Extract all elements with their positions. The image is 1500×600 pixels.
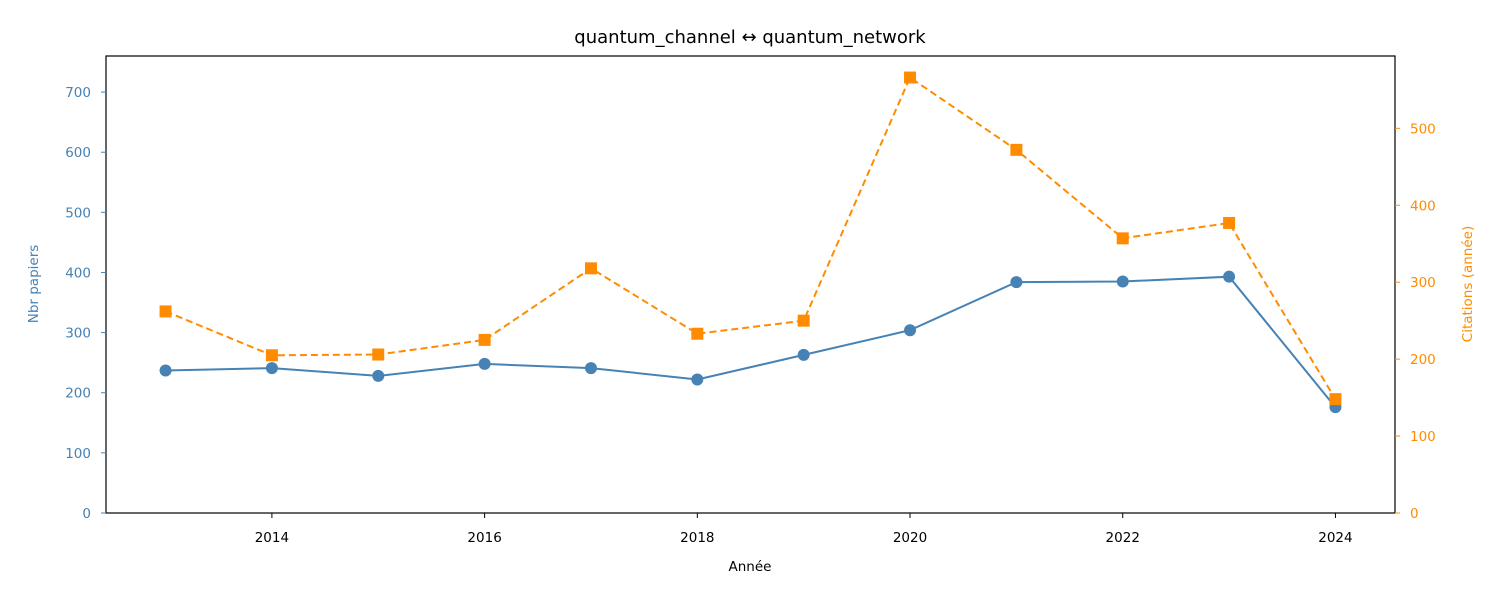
series-2-point [584,262,597,275]
series-1-point [372,369,385,382]
left-y-tick-label: 600 [65,145,91,161]
series-1-point [904,324,917,337]
series-2-point [904,71,917,84]
right-y-tick-label: 0 [1410,506,1419,522]
left-y-tick-label: 300 [65,326,91,342]
right-y-tick-label: 500 [1410,121,1436,137]
x-tick-label: 2024 [1318,530,1352,546]
right-y-tick-label: 100 [1410,429,1436,445]
series-2-point [1329,393,1342,406]
series-1-point [159,364,172,377]
series-2-point [159,305,172,318]
series-1-point [584,362,597,375]
series-2-point [797,314,810,327]
right-y-axis-label: Citations (année) [1460,226,1476,342]
series-2-point [372,348,385,361]
series-2-point [1010,143,1023,156]
left-y-tick-label: 200 [65,386,91,402]
series-1-point [797,348,810,361]
x-axis-label: Année [729,559,772,575]
series-1-point [265,362,278,375]
series-1-point [691,373,704,386]
x-tick-label: 2014 [255,530,289,546]
left-y-axis-label: Nbr papiers [26,245,42,324]
x-tick-label: 2020 [893,530,927,546]
series-2-point [691,327,704,340]
left-y-tick-label: 0 [82,506,91,522]
series-2-point [1223,216,1236,229]
plot-frame [105,55,1396,514]
chart-title: quantum_channel ↔ quantum_network [574,27,926,48]
right-y-tick-label: 400 [1410,198,1436,214]
series-1-point [1223,270,1236,283]
left-y-tick-label: 100 [65,446,91,462]
series-line-2 [165,75,1337,400]
right-y-tick-label: 300 [1410,275,1436,291]
series-2-point [478,333,491,346]
left-y-tick-label: 400 [65,265,91,281]
series-1-point [478,357,491,370]
x-tick-label: 2018 [680,530,714,546]
left-y-tick-label: 500 [65,205,91,221]
plot-area: 2014 2016 2018 2020 2022 2024 0 100 200 300 400 500… [65,55,1436,546]
series-2-point [1116,232,1129,245]
x-tick-label: 2016 [467,530,501,546]
left-y-tick-label: 700 [65,85,91,101]
series-1-point [1010,276,1023,289]
series-2-point [265,349,278,362]
series-1-point [1116,275,1129,288]
x-tick-label: 2022 [1106,530,1140,546]
series-line-1 [165,275,1337,408]
right-y-tick-label: 200 [1410,352,1436,368]
